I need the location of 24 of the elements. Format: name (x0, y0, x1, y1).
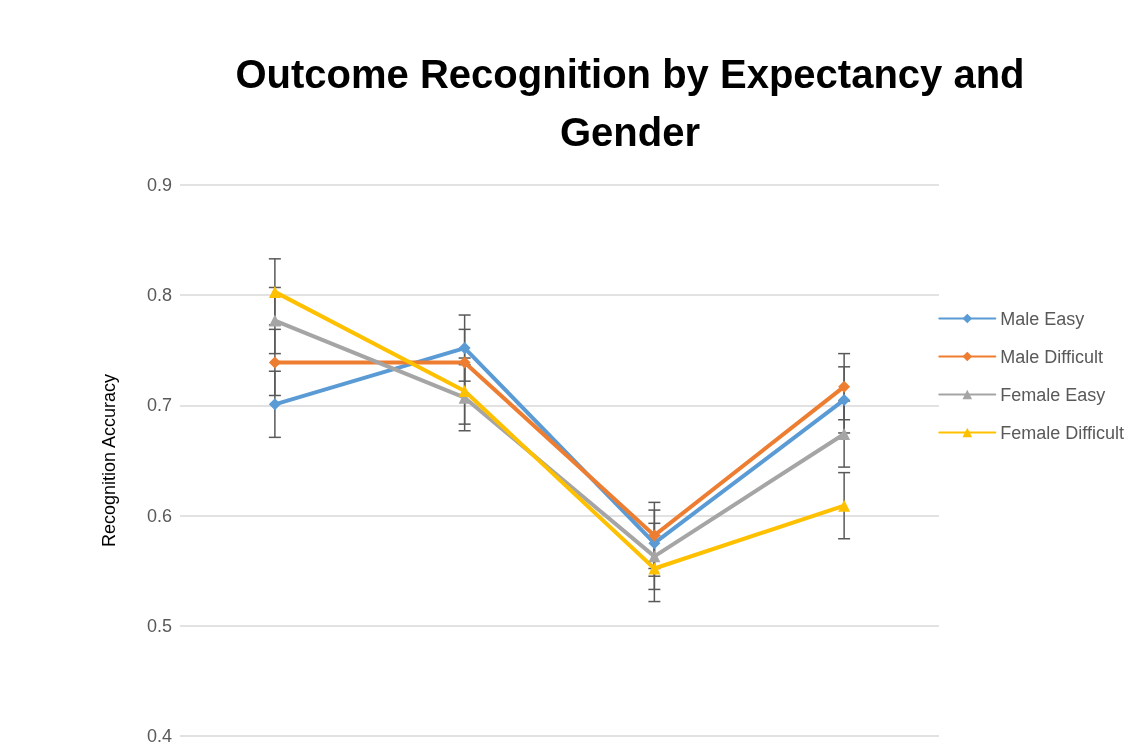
legend-label: Male Easy (1000, 308, 1085, 329)
point (268, 398, 281, 411)
y-axis-title: Recognition Accuracy (99, 373, 119, 548)
point (838, 428, 851, 441)
legend-label: Female Easy (1000, 384, 1106, 405)
point (838, 393, 851, 406)
point (458, 342, 471, 355)
point (268, 314, 281, 327)
point (648, 529, 661, 542)
legend-label: Female Difficult (1000, 422, 1125, 443)
chart-title: Outcome Recognition by Expectancy and Gender (235, 52, 1025, 154)
legend-label: Male Difficult (1000, 346, 1103, 367)
y-tick-label: 0.9 (146, 175, 172, 195)
y-tick-label: 0.8 (146, 285, 172, 306)
point (268, 285, 281, 298)
y-tick-label: 0.5 (146, 615, 172, 636)
point (268, 356, 281, 369)
y-tick-label: 0.4 (146, 726, 172, 746)
y-tick-label: 0.6 (146, 505, 172, 526)
point (648, 550, 661, 563)
point (838, 499, 851, 512)
point (648, 562, 661, 575)
y-tick-label: 0.7 (146, 395, 172, 416)
point (838, 380, 851, 393)
